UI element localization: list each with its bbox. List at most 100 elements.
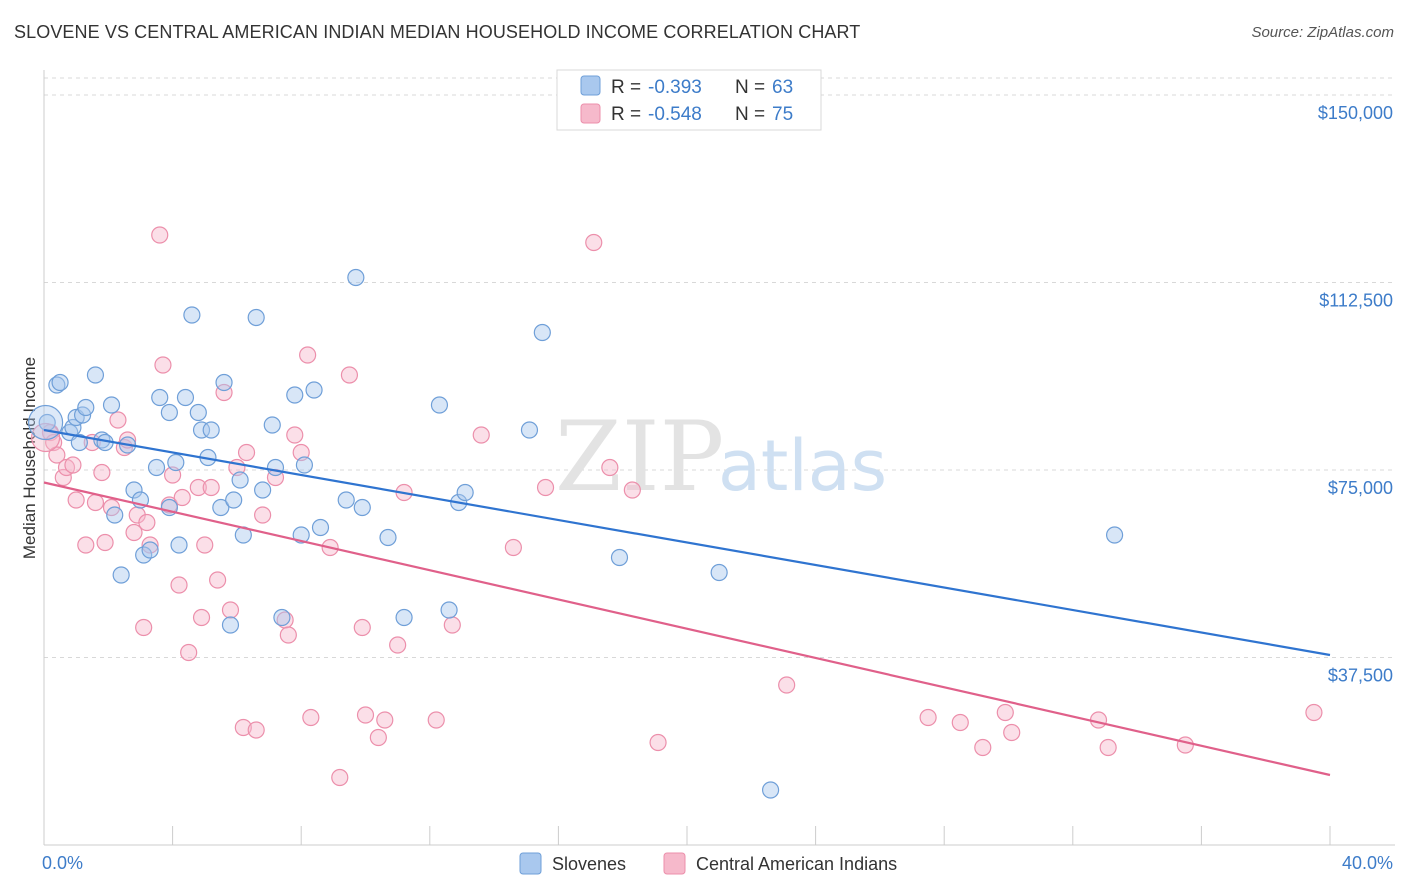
- data-point: [170, 536, 188, 554]
- legend-swatch-central-american-indians: [580, 103, 601, 124]
- data-point-large: [28, 404, 64, 441]
- x-tick-label-min: 0.0%: [42, 853, 83, 873]
- data-point: [610, 548, 629, 567]
- data-point: [533, 323, 551, 342]
- data-point: [234, 718, 252, 737]
- data-point: [125, 481, 143, 499]
- data-point: [237, 443, 256, 462]
- data-point: [395, 608, 413, 627]
- y-tick-label: $37,500: [1328, 666, 1393, 686]
- data-point: [305, 381, 323, 399]
- bottom-legend-swatch-slovenes: [519, 852, 542, 875]
- data-point: [154, 356, 172, 374]
- data-point: [443, 616, 461, 634]
- legend-r-value-1: -0.393: [648, 77, 702, 98]
- data-point: [135, 618, 153, 637]
- data-point: [170, 576, 188, 594]
- data-point: [254, 481, 272, 499]
- data-point: [215, 373, 233, 392]
- data-point: [106, 506, 124, 524]
- data-point: [623, 481, 641, 499]
- data-point: [147, 458, 166, 477]
- data-point: [1176, 736, 1194, 754]
- data-point: [295, 456, 314, 474]
- data-point: [974, 738, 992, 757]
- data-point: [299, 346, 317, 364]
- y-tick-label: $75,000: [1328, 478, 1393, 498]
- data-point: [215, 383, 233, 402]
- data-point: [337, 491, 355, 509]
- data-point: [520, 421, 539, 439]
- data-point: [109, 411, 127, 429]
- data-point: [64, 456, 82, 474]
- data-point: [430, 396, 449, 414]
- data-point: [202, 478, 220, 497]
- data-point: [1003, 723, 1021, 742]
- data-point: [951, 713, 969, 732]
- data-point: [212, 498, 230, 517]
- legend-box: R = -0.393 N = 63 R = -0.548 N = 75: [556, 69, 822, 131]
- data-point: [225, 491, 243, 509]
- data-point: [112, 566, 130, 584]
- data-point: [141, 536, 159, 554]
- legend-n-value-2: 75: [772, 104, 793, 125]
- series-slovenes-points: [28, 268, 1124, 799]
- data-point: [379, 528, 397, 547]
- data-point: [221, 601, 240, 619]
- data-point: [180, 643, 198, 662]
- legend-n-value-1: 63: [772, 77, 793, 98]
- data-point: [141, 541, 159, 559]
- data-point: [1305, 703, 1323, 722]
- data-point: [86, 493, 105, 512]
- data-point: [48, 446, 66, 464]
- watermark-atlas: atlas: [718, 425, 887, 507]
- y-axis-tick-labels: $37,500 $75,000 $112,500 $150,000: [1318, 103, 1393, 686]
- data-point: [138, 513, 156, 532]
- data-point: [160, 403, 178, 422]
- data-point: [189, 478, 207, 497]
- data-point: [77, 536, 95, 554]
- trend-line-central-american-indians: [43, 481, 1331, 777]
- data-point: [266, 458, 285, 477]
- bottom-legend: Slovenes Central American Indians: [519, 852, 897, 875]
- data-point: [189, 403, 207, 422]
- data-point: [585, 233, 603, 252]
- data-point: [347, 268, 365, 287]
- data-point: [649, 733, 667, 752]
- bottom-legend-swatch-central-american-indians: [663, 852, 686, 875]
- trend-line-slovenes: [43, 428, 1331, 657]
- legend-r-label-2: R =: [611, 104, 641, 125]
- legend-n-label-2: N =: [735, 104, 765, 125]
- data-point: [77, 398, 95, 417]
- data-point: [1099, 738, 1117, 757]
- data-point: [504, 538, 522, 557]
- y-tick-label: $112,500: [1319, 291, 1393, 311]
- data-point: [202, 421, 220, 439]
- data-point: [456, 483, 474, 502]
- data-point: [54, 468, 72, 487]
- bottom-legend-label-slovenes: Slovenes: [552, 854, 626, 874]
- watermark-zip: ZIP: [555, 401, 724, 513]
- data-point: [472, 426, 490, 444]
- data-point: [761, 781, 780, 799]
- data-point: [369, 728, 387, 747]
- data-point: [86, 366, 105, 384]
- data-point: [340, 366, 359, 384]
- data-point: [70, 433, 88, 452]
- data-point: [247, 721, 265, 739]
- legend-r-label-1: R =: [611, 77, 641, 98]
- data-point: [311, 518, 330, 537]
- legend-r-value-2: -0.548: [648, 104, 702, 125]
- data-point: [536, 478, 555, 497]
- data-point: [93, 463, 111, 482]
- trend-lines: [43, 428, 1331, 777]
- data-point: [196, 536, 214, 554]
- data-point: [247, 308, 265, 327]
- data-point: [710, 563, 728, 582]
- data-point: [183, 306, 201, 324]
- data-point: [279, 626, 297, 644]
- y-axis-label: Median Household Income: [20, 357, 39, 559]
- data-point: [302, 708, 320, 727]
- data-point: [601, 458, 619, 477]
- data-point: [263, 416, 281, 434]
